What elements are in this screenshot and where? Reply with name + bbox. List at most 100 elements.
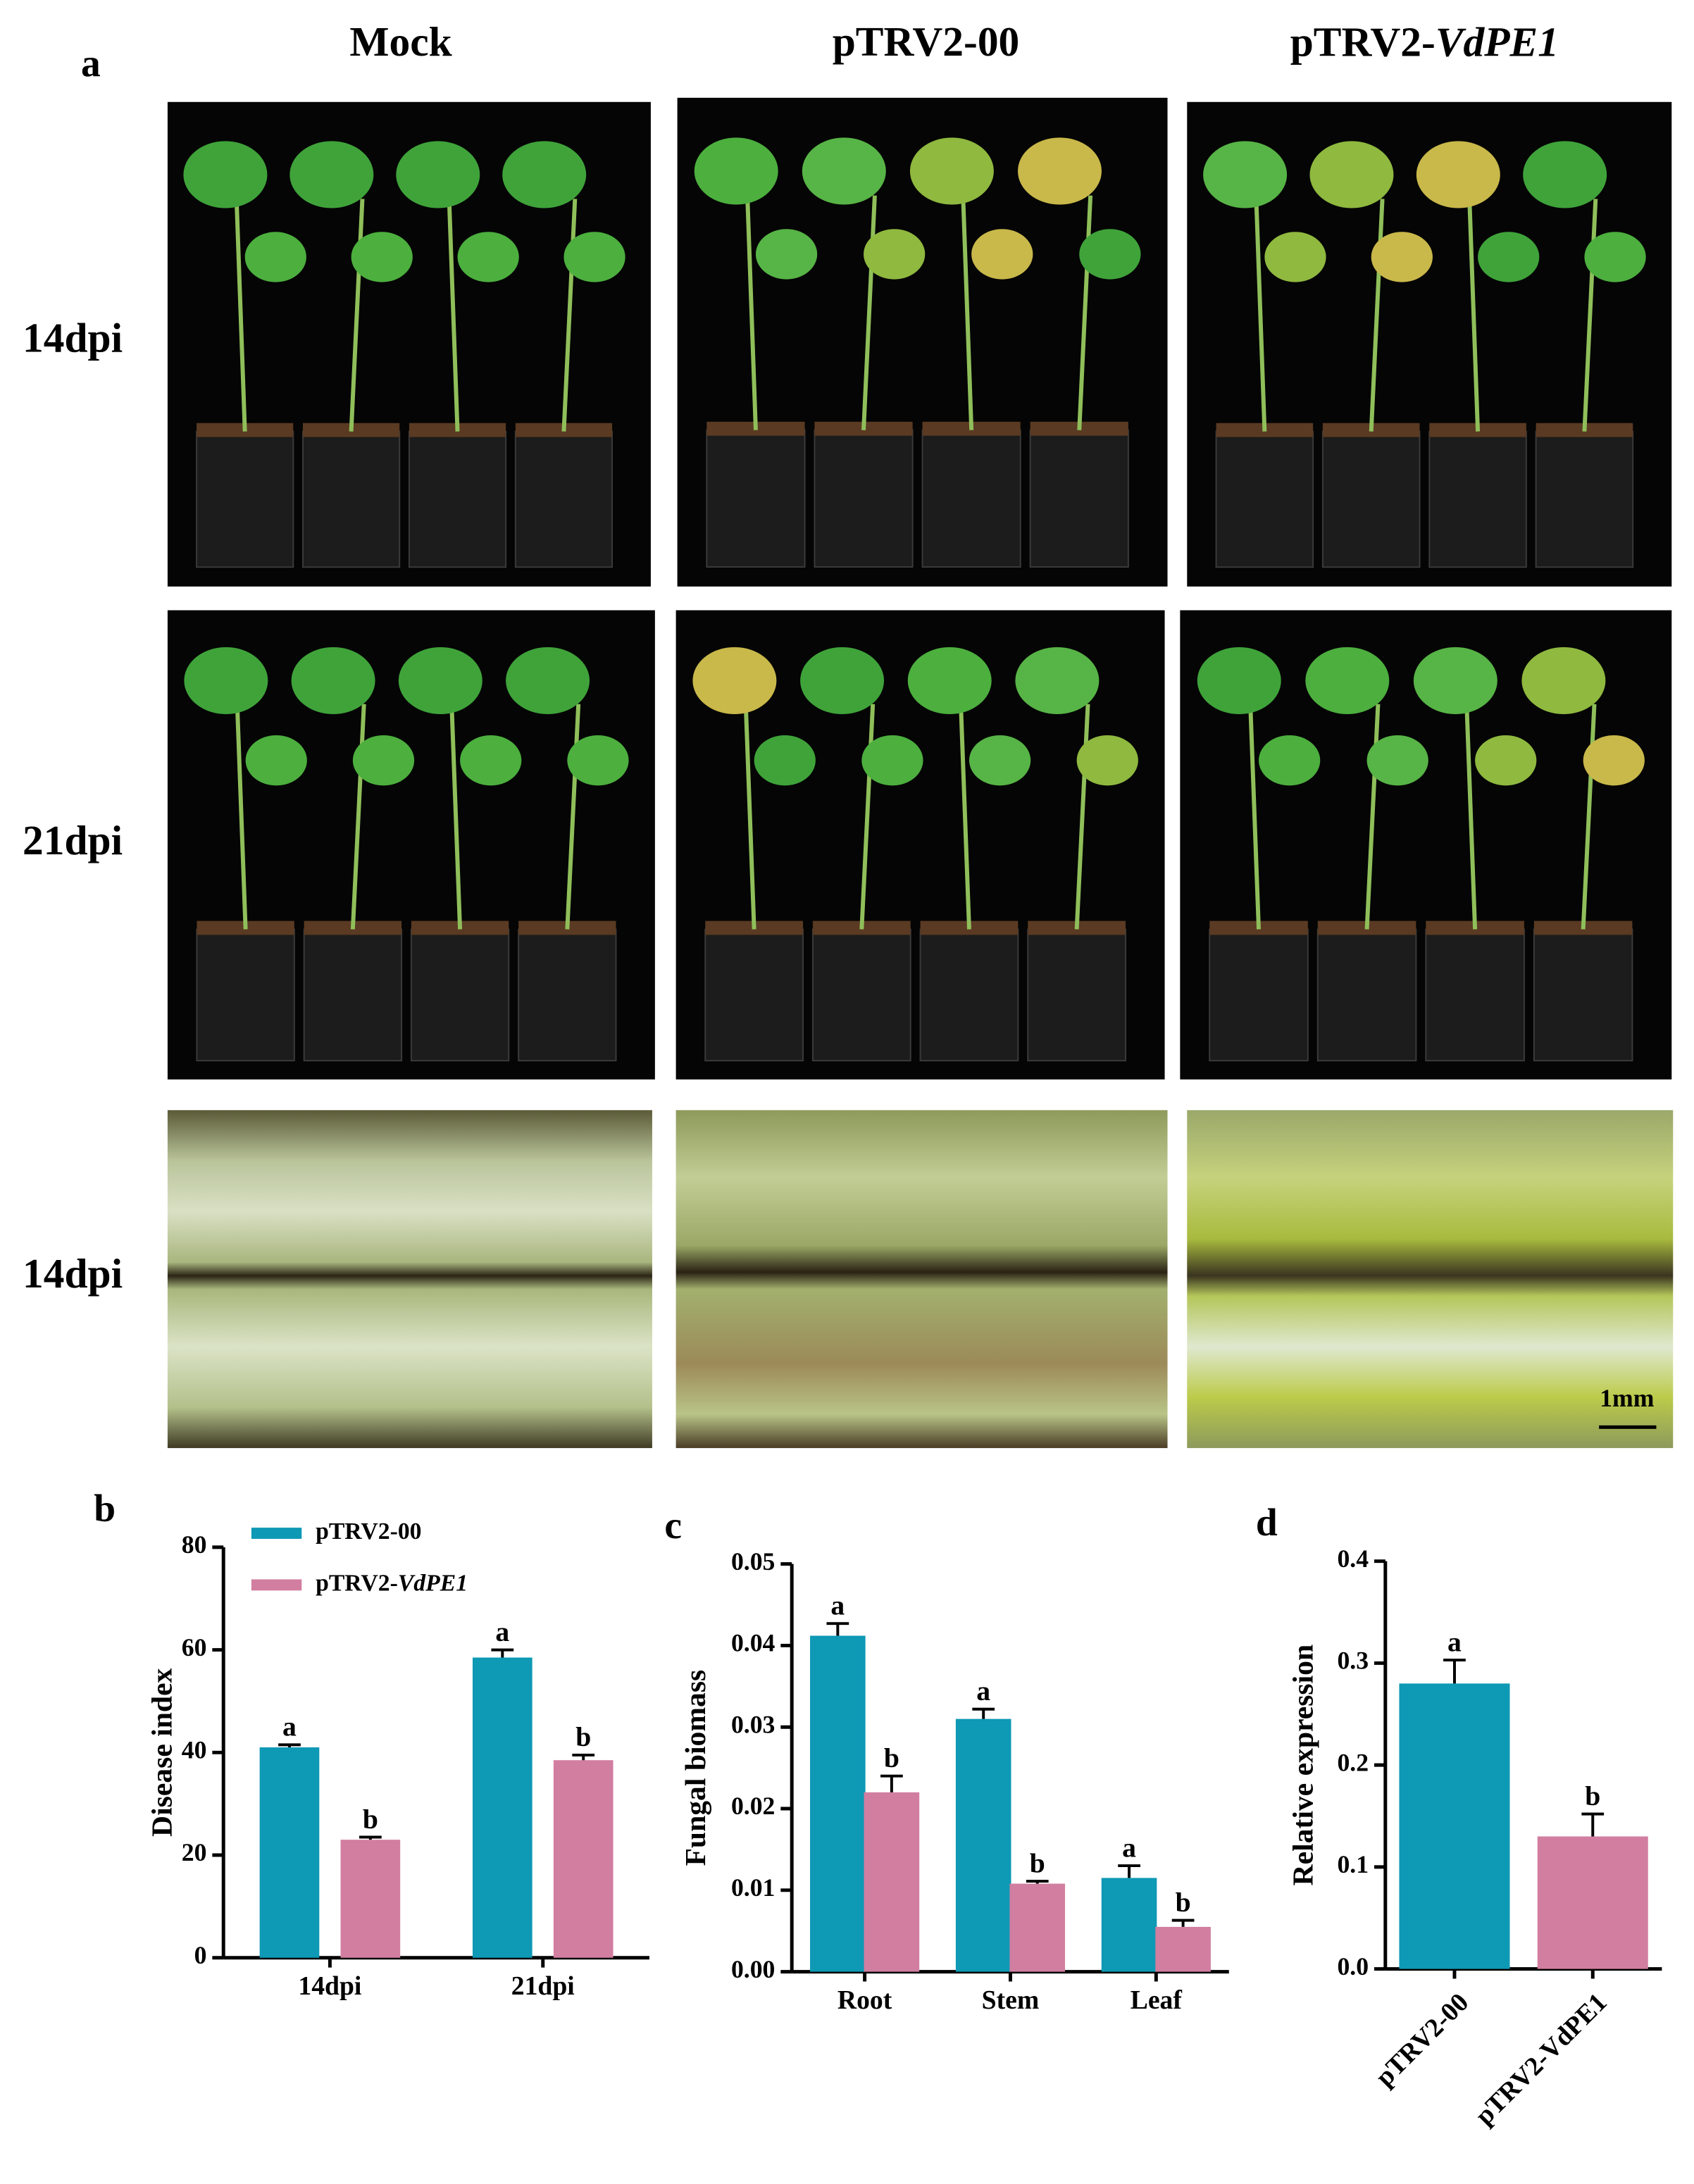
text-part: pTRV2- [316,1570,398,1596]
y-tick-label: 0.1 [1337,1850,1369,1878]
y-tick-label: 0.0 [1337,1952,1369,1980]
stem [859,704,876,930]
x-tick-label: 21dpi [511,1971,575,2001]
leaf [1018,137,1102,205]
x-tick-label: Root [837,1985,892,2015]
y-tick-label: 0.05 [731,1547,775,1575]
error-bar [1118,1864,1140,1878]
stem-photo [167,1110,652,1449]
header-part: VdPE1 [1435,18,1559,65]
bar [1101,1878,1157,1972]
stem [449,704,463,930]
leaf [800,647,885,714]
significance-letter: a [1122,1832,1136,1863]
leaf [506,647,590,714]
leaf [1478,232,1540,282]
error-bar [1443,1659,1466,1684]
leaf [244,232,306,282]
leaf [1416,141,1500,208]
stem [349,199,365,432]
column-header: pTRV2-VdPE1 [1290,18,1559,65]
bar [810,1635,866,1972]
pot [1321,430,1421,568]
bar [472,1657,533,1958]
leaf [352,735,415,786]
leaf [563,232,625,282]
leaf [1259,735,1321,786]
significance-letter: a [976,1676,990,1706]
pot [196,928,295,1061]
panel-label: a [81,42,101,85]
bar [864,1792,920,1972]
significance-letter: b [1030,1847,1045,1878]
pot [706,429,806,568]
error-bar [572,1753,595,1761]
leaf [694,137,778,205]
x-tick-label: 14dpi [298,1971,361,2001]
pot [408,430,507,568]
stem-photo [1187,1110,1674,1449]
significance-letter: b [1585,1780,1600,1811]
stem [1077,195,1093,430]
error-bar [359,1835,382,1840]
error-bar [1581,1812,1605,1837]
leaf [1583,735,1645,786]
significance-letter: a [282,1711,297,1742]
significance-letter: b [884,1742,899,1773]
x-tick-label: pTRV2-VdPE1 [1469,1988,1612,2130]
leaf [351,232,413,282]
pot [1425,928,1525,1061]
pot [1215,430,1314,568]
pot [919,928,1019,1061]
pot [1029,429,1129,568]
photos [167,97,1674,1449]
legend-swatch [251,1579,302,1591]
y-tick-label: 20 [182,1838,207,1866]
pot [303,928,403,1061]
row-label: 14dpi [23,1250,123,1297]
leaf [183,141,268,208]
stem [1581,704,1597,930]
y-tick-label: 60 [182,1633,207,1661]
leaf [1475,735,1537,786]
bar [1009,1883,1066,1972]
stem [1248,704,1262,930]
leaf [969,735,1031,786]
leaf [971,229,1033,280]
stem [1364,704,1381,930]
row-label: 21dpi [23,817,123,863]
leaf [1584,232,1646,282]
y-tick-label: 0.4 [1337,1545,1369,1573]
leaf [1079,229,1141,280]
significance-letter: a [495,1616,509,1647]
error-bar [880,1774,903,1792]
x-tick-label: Stem [982,1985,1040,2015]
y-tick-label: 0.02 [731,1792,775,1820]
pot [410,928,510,1061]
pot [1533,928,1633,1061]
x-tick-label: Leaf [1131,1985,1183,2015]
stem [861,195,877,430]
leaf [457,232,519,282]
pot [1316,928,1417,1061]
row-label: 14dpi [23,314,123,361]
y-tick-label: 0.04 [731,1629,776,1657]
text-part: VdPE1 [398,1570,468,1596]
leaf [861,735,923,786]
leaf [1305,647,1390,714]
stem [350,704,366,930]
scale-bar-label: 1mm [1600,1384,1655,1412]
y-tick-label: 0.2 [1337,1748,1369,1776]
header-part: pTRV2- [1290,18,1435,65]
significance-letter: a [830,1590,845,1621]
bar [340,1840,401,1958]
significance-letter: b [1176,1887,1191,1918]
leaf [692,647,777,714]
leaf [1366,735,1428,786]
column-header: Mock [349,18,451,65]
panel-label: d [1256,1502,1278,1545]
leaf [460,735,522,786]
stem [745,195,758,430]
pot [514,430,614,568]
